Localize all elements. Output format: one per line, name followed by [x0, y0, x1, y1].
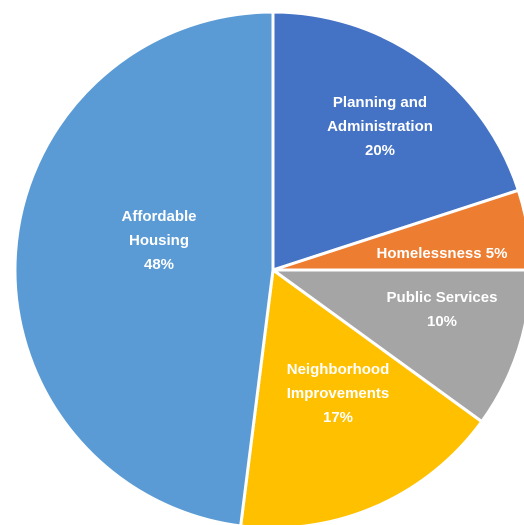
slice-label-public-services: Public Services 10% [387, 289, 498, 330]
slice-label-homelessness: Homelessness 5% [377, 245, 508, 262]
slice-label-neighborhood-improvements: Neighborhood Improvements 17% [287, 361, 390, 426]
slice-label-planning-and-administration: Planning and Administration 20% [327, 94, 433, 159]
slice-label-affordable-housing: Affordable Housing 48% [122, 208, 197, 273]
pie-labels: Planning and Administration 20% Homelessnes… [122, 94, 508, 426]
pie-slice-affordable-housing [13, 10, 275, 525]
pie-slice-homelessness [271, 188, 524, 272]
pie-slice-public-services [271, 268, 524, 424]
pie-slice-neighborhood-improvements [239, 268, 484, 525]
pie-slices [13, 10, 524, 525]
pie-slice-planning-and-administration [271, 10, 520, 272]
